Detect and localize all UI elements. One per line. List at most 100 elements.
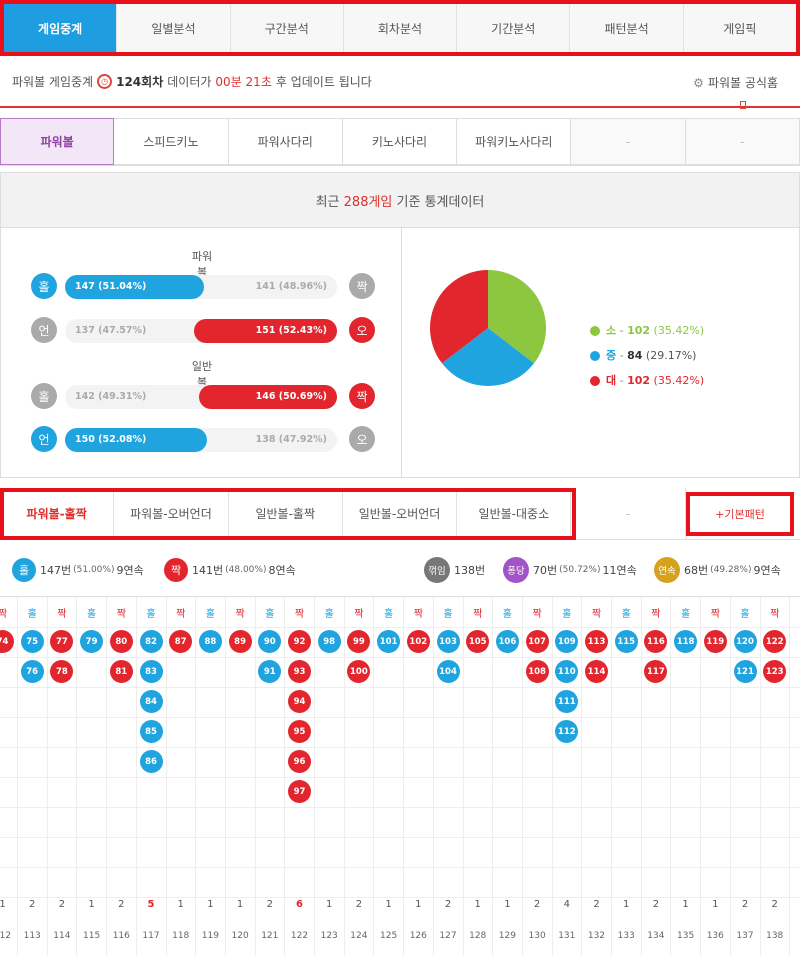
round-number: 129: [498, 931, 516, 941]
legend-percent: 35.42%: [657, 324, 700, 337]
tab-daily-analysis[interactable]: 일별분석: [116, 4, 229, 52]
round-number: 123: [320, 931, 338, 941]
legend-value: 84: [627, 349, 643, 362]
summary-percent: (48.00%): [225, 565, 267, 575]
legend-category: 대: [606, 374, 617, 387]
countdown: 00분 21초: [215, 74, 272, 89]
result-ball: 88: [198, 630, 222, 653]
streak-count: 1: [177, 899, 184, 910]
streak-count: 4: [563, 899, 570, 910]
streak-count: 1: [415, 899, 422, 910]
round-number: 127: [439, 931, 457, 941]
bar-track: 147 (51.04%) 141 (48.96%): [65, 275, 337, 299]
tab-period-analysis[interactable]: 기간분석: [456, 4, 569, 52]
tab-speed-keno[interactable]: 스피드키노: [114, 118, 229, 165]
grid-line: [0, 627, 800, 628]
pattern-column: 홀 101 1 125: [374, 597, 405, 956]
pattern-column: 홀 115 1 133: [612, 597, 642, 956]
stats-header-post: 기준 통계데이터: [396, 194, 485, 210]
tab-game-live[interactable]: 게임중계: [4, 4, 117, 52]
basic-pattern-button[interactable]: +기본패턴: [686, 492, 794, 536]
round-number: 135: [677, 931, 695, 941]
bar-left-icon: 언: [31, 317, 57, 343]
result-ball: 102: [406, 630, 430, 653]
tab-normal-odd-even[interactable]: 일반볼-홀짝: [229, 488, 343, 539]
pattern-grid: 짝741112홀75762113짝77782114홀791115짝8081211…: [0, 596, 800, 956]
summary-item: 꺾임 138번: [424, 557, 489, 583]
tab-normal-over-under[interactable]: 일반볼-오버언더: [343, 488, 458, 539]
column-type: 짝: [651, 608, 661, 620]
streak-count: 1: [474, 899, 481, 910]
round-number: 126: [409, 931, 427, 941]
streak-count: 2: [58, 899, 66, 910]
info-prefix: 파워볼 게임중계: [12, 74, 94, 89]
result-ball: 111: [555, 690, 579, 713]
legend-percent-open: (: [642, 349, 651, 362]
bar-fill: [65, 428, 207, 452]
stats-panel: 파워볼 홀 147 (51.04%) 141 (48.96%) 짝 언 137 (47.…: [0, 228, 800, 478]
tab-keno-ladder[interactable]: 키노사다리: [342, 118, 458, 165]
pattern-column: 홀 106 1 129: [493, 597, 523, 956]
summary-badge: 퐁당: [503, 557, 529, 583]
tab-range-analysis[interactable]: 구간분석: [229, 4, 343, 52]
tab-game-pick[interactable]: 게임픽: [682, 4, 796, 52]
column-type: 홀: [324, 608, 334, 620]
tab-normal-size[interactable]: 일반볼-대중소: [457, 488, 572, 539]
result-ball: 121: [733, 660, 757, 683]
column-type: 홀: [502, 608, 512, 620]
bar-right-icon: 짝: [349, 273, 375, 299]
pattern-column: 짝 113 114 2 132: [582, 597, 612, 956]
column-type: 짝: [116, 608, 126, 620]
column-type: 짝: [710, 608, 720, 620]
legend-percent: 29.17%: [650, 349, 693, 362]
result-ball: 75: [20, 630, 44, 653]
legend-percent-open: (: [650, 374, 658, 387]
pie-slice-소: [488, 270, 546, 364]
round-number: 137: [736, 931, 754, 941]
tab-power-over-under[interactable]: 파워볼-오버언더: [114, 488, 229, 539]
summary-streak: 9연속: [753, 564, 781, 577]
bar-left-value: 147 (51.04%): [75, 281, 147, 292]
bar-right-value: 146 (50.69%): [255, 391, 327, 402]
column-type: 짝: [0, 608, 8, 620]
result-ball: 118: [674, 630, 698, 653]
result-ball: 89: [228, 630, 252, 653]
legend-percent: 35.42%: [657, 374, 700, 387]
result-ball: 94: [288, 690, 311, 713]
streak-count: 2: [593, 899, 600, 910]
tab-pattern-analysis[interactable]: 패턴분석: [569, 4, 682, 52]
summary-count: 138번: [454, 564, 486, 577]
tab-round-analysis[interactable]: 회차분석: [342, 4, 456, 52]
tab-powerball[interactable]: 파워볼: [0, 118, 115, 165]
result-ball: 112: [555, 720, 579, 743]
round-number: 119: [201, 931, 219, 941]
game-type-tabs: 파워볼 스피드키노 파워사다리 키노사다리 파워키노사다리 - -: [0, 118, 800, 166]
summary-streak: 9연속: [116, 564, 144, 577]
grid-line: [0, 867, 800, 868]
summary-item: 짝 141번 (48.00%) 8연속: [164, 557, 296, 583]
official-home-link[interactable]: ⚙ 파워볼 공식홈: [693, 74, 778, 91]
tab-empty-2: -: [685, 118, 800, 165]
streak-count: 2: [444, 899, 452, 910]
tab-power-odd-even[interactable]: 파워볼-홀짝: [0, 488, 115, 539]
column-type: 짝: [354, 608, 364, 620]
tab-power-ladder[interactable]: 파워사다리: [228, 118, 343, 165]
result-ball: 101: [377, 630, 401, 653]
result-ball: 99: [347, 630, 371, 653]
result-ball: 120: [733, 630, 757, 653]
pattern-column: 짝 89 1 120: [226, 597, 256, 956]
round-number: 125: [380, 931, 398, 941]
column-type: 홀: [146, 608, 156, 620]
grid-line: [0, 717, 800, 718]
column-type: 짝: [235, 608, 245, 620]
round-number: 112: [0, 931, 12, 941]
result-ball: 95: [288, 720, 311, 743]
bar-right-icon: 짝: [349, 383, 375, 409]
streak-count: 2: [266, 899, 273, 910]
info-suffix: 후 업데이트 됩니다: [275, 74, 372, 89]
pattern-column: 홀 98 1 123: [315, 597, 345, 956]
tab-power-keno-ladder[interactable]: 파워키노사다리: [457, 118, 572, 165]
streak-count: 5: [147, 899, 155, 910]
streak-count: 2: [741, 899, 749, 910]
pattern-column: 짝 92 93 94 95 96 97 6 122: [285, 597, 315, 956]
